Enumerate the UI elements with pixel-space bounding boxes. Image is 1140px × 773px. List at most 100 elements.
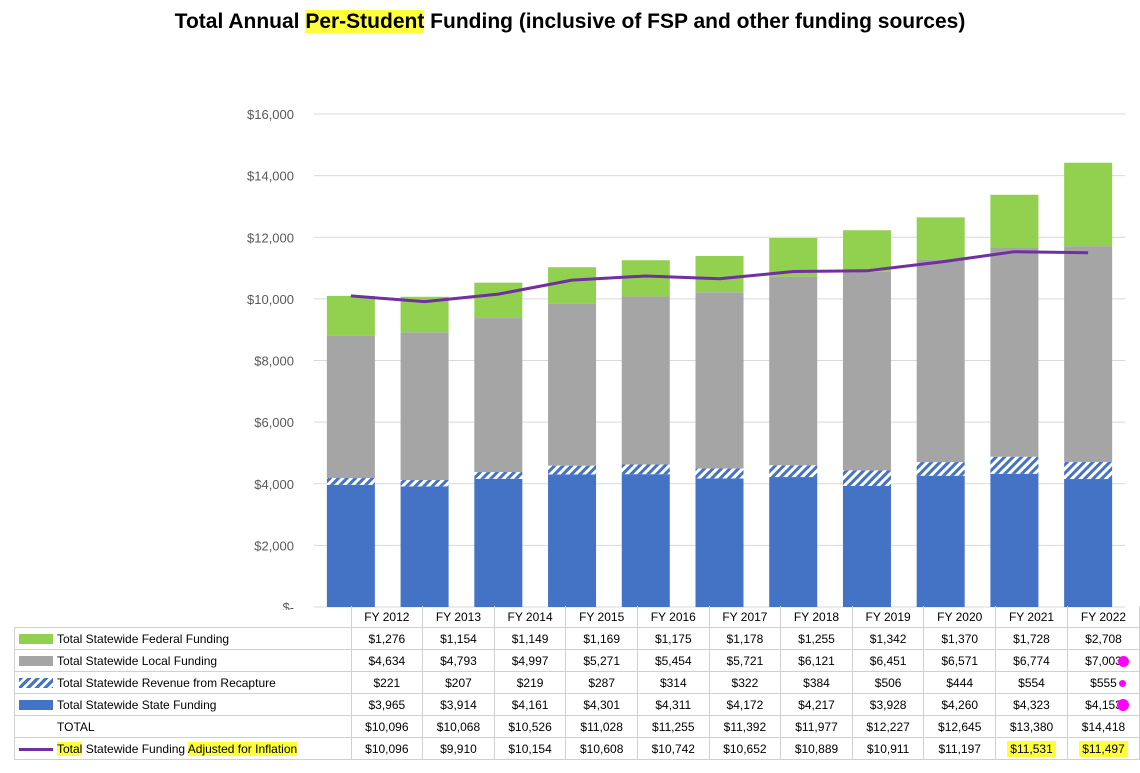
data-label: $10,154 bbox=[493, 737, 567, 760]
data-label: $314 bbox=[636, 671, 710, 694]
bars bbox=[326, 162, 1113, 607]
data-label: $554 bbox=[995, 671, 1068, 694]
legend-entry: Total Statewide State Funding bbox=[14, 693, 352, 716]
title-part-after: Funding (inclusive of FSP and other fund… bbox=[424, 10, 966, 33]
data-label: $6,571 bbox=[923, 649, 997, 672]
bar-segment-total-statewide-federal-funding bbox=[695, 255, 744, 293]
data-label: $4,301 bbox=[565, 693, 638, 716]
data-label: $4,311 bbox=[636, 693, 710, 716]
bar-segment-total-statewide-state-funding bbox=[842, 485, 891, 607]
data-label: $10,911 bbox=[851, 737, 925, 760]
legend-label-part: Total bbox=[57, 741, 83, 756]
legend-label: Total Statewide Federal Funding bbox=[57, 631, 230, 646]
data-label: $4,161 bbox=[493, 693, 567, 716]
legend-label: Total Statewide State Funding bbox=[57, 697, 217, 712]
data-label: $1,370 bbox=[923, 627, 997, 650]
legend-entry: Total Statewide Funding Adjusted for Inf… bbox=[14, 737, 352, 760]
table-corner bbox=[14, 606, 352, 628]
bar-segment-total-statewide-federal-funding bbox=[548, 267, 597, 304]
data-label: $1,154 bbox=[422, 627, 495, 650]
data-label: $1,342 bbox=[851, 627, 925, 650]
data-label: $4,172 bbox=[708, 693, 782, 716]
inflation-adjusted-line bbox=[350, 250, 1089, 304]
highlighted-value: $11,497 bbox=[1079, 740, 1128, 757]
y-tick-label: $12,000 bbox=[247, 230, 294, 245]
bar-segment-total-statewide-federal-funding bbox=[990, 194, 1039, 249]
data-label: $1,178 bbox=[708, 627, 782, 650]
legend-label-part: Adjusted for Inflation bbox=[187, 741, 298, 756]
legend-swatch bbox=[19, 700, 53, 711]
data-label: $6,451 bbox=[851, 649, 925, 672]
bar-segment-total-statewide-federal-funding bbox=[842, 230, 891, 272]
data-label: $219 bbox=[493, 671, 567, 694]
data-label: $4,323 bbox=[995, 693, 1068, 716]
bar-segment-total-statewide-revenue-from-recapture bbox=[400, 480, 449, 487]
data-label: $6,774 bbox=[995, 649, 1068, 672]
bar-segment-total-statewide-local-funding bbox=[1064, 246, 1113, 462]
data-label: $4,997 bbox=[493, 649, 567, 672]
table-header-row: FY 2012 FY 2013 FY 2014 FY 2015 FY 2016 FY 20… bbox=[14, 606, 1140, 628]
chart-title: Total Annual Per-Student Funding (inclus… bbox=[0, 10, 1140, 34]
bar-segment-total-statewide-local-funding bbox=[548, 303, 597, 466]
data-label: $10,068 bbox=[422, 715, 495, 738]
data-label: $4,260 bbox=[923, 693, 997, 716]
data-label: $10,608 bbox=[565, 737, 638, 760]
total-label: TOTAL bbox=[14, 715, 352, 738]
data-label: $3,914 bbox=[422, 693, 495, 716]
y-tick-label: $4,000 bbox=[254, 477, 294, 492]
data-label: $12,227 bbox=[851, 715, 925, 738]
bar-segment-total-statewide-local-funding bbox=[400, 332, 449, 481]
data-label: $14,418 bbox=[1067, 715, 1140, 738]
bar-segment-total-statewide-federal-funding bbox=[916, 217, 965, 260]
data-label: $11,531 bbox=[995, 737, 1068, 760]
data-label: $10,652 bbox=[708, 737, 782, 760]
data-label: $1,276 bbox=[350, 627, 424, 650]
data-label: $3,965 bbox=[350, 693, 424, 716]
data-label: $10,526 bbox=[493, 715, 567, 738]
legend-entry: Total Statewide Federal Funding bbox=[14, 627, 352, 650]
bar-segment-total-statewide-state-funding bbox=[621, 474, 670, 607]
bar-segment-total-statewide-revenue-from-recapture bbox=[548, 465, 597, 475]
data-label: $5,271 bbox=[565, 649, 638, 672]
y-tick-label: $6,000 bbox=[254, 415, 294, 430]
category-label: FY 2022 bbox=[1067, 606, 1140, 628]
bar-segment-total-statewide-local-funding bbox=[474, 318, 523, 473]
bar-segment-total-statewide-state-funding bbox=[916, 475, 965, 607]
category-label: FY 2015 bbox=[565, 606, 638, 628]
data-table: FY 2012 FY 2013 FY 2014 FY 2015 FY 2016 FY 20… bbox=[14, 606, 1140, 760]
bar-segment-total-statewide-revenue-from-recapture bbox=[1064, 461, 1113, 480]
data-label: $207 bbox=[422, 671, 495, 694]
bar-segment-total-statewide-revenue-from-recapture bbox=[695, 468, 744, 479]
bar-segment-total-statewide-state-funding bbox=[548, 474, 597, 607]
category-label: FY 2019 bbox=[851, 606, 925, 628]
category-label: FY 2021 bbox=[995, 606, 1068, 628]
data-label: $2,708 bbox=[1067, 627, 1140, 650]
data-label: $11,255 bbox=[636, 715, 710, 738]
bar-segment-total-statewide-revenue-from-recapture bbox=[326, 478, 375, 485]
magenta-dot-recapture bbox=[1119, 680, 1126, 687]
bar-segment-total-statewide-local-funding bbox=[769, 276, 818, 466]
bar-segment-total-statewide-local-funding bbox=[842, 271, 891, 471]
data-label: $6,121 bbox=[780, 649, 853, 672]
magenta-dot-state bbox=[1117, 699, 1129, 711]
legend-swatch bbox=[19, 656, 53, 667]
bar-segment-total-statewide-revenue-from-recapture bbox=[621, 464, 670, 475]
data-label: $11,392 bbox=[708, 715, 782, 738]
table-row: Total Statewide Federal Funding $1,276 $1,… bbox=[14, 627, 1140, 650]
legend-swatch bbox=[19, 678, 53, 689]
bar-segment-total-statewide-state-funding bbox=[769, 477, 818, 607]
data-label: $287 bbox=[565, 671, 638, 694]
category-label: FY 2012 bbox=[350, 606, 424, 628]
legend-entry: Total Statewide Local Funding bbox=[14, 649, 352, 672]
data-label: $11,197 bbox=[923, 737, 997, 760]
y-tick-label: $14,000 bbox=[247, 169, 294, 184]
data-label: $1,169 bbox=[565, 627, 638, 650]
category-label: FY 2013 bbox=[422, 606, 495, 628]
table-row: Total Statewide Local Funding $4,634 $4,79… bbox=[14, 649, 1140, 672]
data-label: $13,380 bbox=[995, 715, 1068, 738]
data-label: $10,096 bbox=[350, 715, 424, 738]
y-tick-label: $10,000 bbox=[247, 292, 294, 307]
legend-swatch bbox=[19, 634, 53, 645]
data-label: $10,096 bbox=[350, 737, 424, 760]
table-row-inflation: Total Statewide Funding Adjusted for Inf… bbox=[14, 737, 1140, 760]
